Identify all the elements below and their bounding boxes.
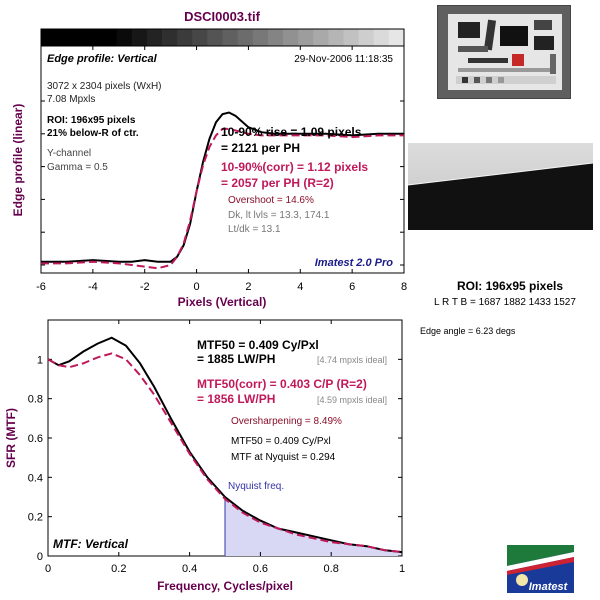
gray-step [388,29,405,46]
imatest-logo: Imatest [507,545,574,593]
roi-crop-image [408,143,593,230]
edge-angle: Edge angle = 6.23 degs [420,326,516,336]
dark-light-levels: Dk, lt lvls = 13.3, 174.1 [228,210,330,221]
mtf-plot: 0 0.2 0.4 0.6 0.8 1 0 0.2 0.4 0.6 0.8 1 MTF50 = 0.… [28,319,405,575]
image-size: 3072 x 2304 pixels (WxH) [47,81,162,92]
gamma: Gamma = 0.5 [47,162,108,173]
mtf-x-tick-label: 0.6 [253,563,268,575]
megapixels: 7.08 Mpxls [47,94,95,105]
mtf50-corr-lw-ph: = 1856 LW/PH [197,392,275,406]
edge-x-tick-label: -6 [36,281,46,293]
gray-step [283,29,299,46]
mtf-heading: MTF: Vertical [53,537,129,551]
gray-step [131,29,148,46]
gray-step [41,29,57,46]
gray-step [177,29,193,46]
gray-step [313,29,329,46]
oversharpening: Oversharpening = 8.49% [231,416,342,427]
mtf50-summary: MTF50 = 0.409 Cy/Pxl [231,436,331,447]
gray-step [343,29,360,46]
roi-position: 21% below-R of ctr. [47,128,139,139]
rise-corr-value: 10-90%(corr) = 1.12 pixels [221,160,368,174]
edge-x-ticks: -6 -4 -2 0 2 4 6 8 [36,46,407,293]
edge-timestamp: 29-Nov-2006 11:18:35 [294,54,393,65]
mtf50-lw-ph: = 1885 LW/PH [197,352,275,366]
mtf-y-tick-label: 0.2 [28,512,43,524]
edge-x-tick-label: 2 [245,281,251,293]
side-roi-coordinates: L R T B = 1687 1882 1433 1527 [434,297,576,308]
gray-step [162,29,178,46]
edge-measured-line [41,111,404,263]
gray-step [207,29,224,46]
roi-size: ROI: 196x95 pixels [47,115,136,126]
gray-step [237,29,254,46]
edge-y-axis-label: Edge profile (linear) [11,104,25,217]
gray-step [116,29,133,46]
rise-value: 10-90% rise = 1.09 pixels [221,125,362,139]
rise-per-ph: = 2121 per PH [221,141,300,155]
gray-step [56,29,72,46]
gray-step [298,29,314,46]
color-channel: Y-channel [47,148,91,159]
edge-x-tick-label: 4 [297,281,303,293]
edge-x-tick-label: 8 [401,281,407,293]
overshoot: Overshoot = 14.6% [228,195,314,206]
mtf-y-tick-label: 0.8 [28,394,43,406]
mtf-x-tick-label: 0 [45,563,51,575]
mtf50-ideal: [4.74 mpxls ideal] [317,355,387,365]
figure-title: DSCI0003.tif [184,9,261,24]
mtf-measured-line [47,336,403,554]
mtf-x-ticks: 0 0.2 0.4 0.6 0.8 1 [45,320,405,575]
mtf-x-tick-label: 1 [399,563,405,575]
gray-step [252,29,269,46]
gray-step [146,29,163,46]
gray-step [101,29,118,46]
light-dark-ratio: Lt/dk = 13.1 [228,224,281,235]
nyquist-shaded-area [225,497,402,556]
mtf-at-nyquist: MTF at Nyquist = 0.294 [231,452,336,463]
mtf50-corr-value: MTF50(corr) = 0.403 C/P (R=2) [197,377,367,391]
gray-step [328,29,345,46]
mtf-x-tick-label: 0.4 [182,563,197,575]
mtf-y-tick-label: 1 [37,354,43,366]
test-chart-thumbnail [437,5,571,99]
gray-step [373,29,390,46]
logo-text: Imatest [529,581,569,593]
gray-step-strip [41,29,405,46]
mtf-x-tick-label: 0.8 [324,563,339,575]
edge-x-tick-label: -2 [140,281,150,293]
gray-step [358,29,375,46]
mtf-corrected-line [47,352,403,554]
edge-x-tick-label: 6 [349,281,355,293]
mtf-y-tick-label: 0.4 [28,472,43,484]
edge-corrected-line [41,127,404,270]
mtf50-value: MTF50 = 0.409 Cy/Pxl [197,338,319,352]
gray-step [267,29,284,46]
nyquist-label: Nyquist freq. [228,481,284,492]
edge-x-axis-label: Pixels (Vertical) [178,295,267,309]
side-roi: ROI: 196x95 pixels [457,279,563,293]
mtf-x-tick-label: 0.2 [111,563,126,575]
edge-x-tick-label: -4 [88,281,98,293]
gray-step [192,29,208,46]
gray-step [222,29,239,46]
edge-heading: Edge profile: Vertical [47,53,158,65]
edge-profile-plot: -6 -4 -2 0 2 4 6 8 Edge profile: Vertical 29-No… [36,45,407,293]
edge-y-ticks [41,100,404,266]
edge-x-tick-label: 0 [194,281,200,293]
mtf-y-tick-label: 0 [37,551,43,563]
mtf-y-axis-label: SFR (MTF) [4,408,18,468]
gray-step [71,29,87,46]
mtf50-corr-ideal: [4.59 mpxls ideal] [317,395,387,405]
rise-corr-per-ph: = 2057 per PH (R=2) [221,176,334,190]
edge-plot-frame [40,45,405,274]
mtf-y-tick-label: 0.6 [28,433,43,445]
mtf-x-axis-label: Frequency, Cycles/pixel [157,579,293,593]
gray-step [86,29,103,46]
imatest-version-watermark: Imatest 2.0 Pro [315,257,394,269]
